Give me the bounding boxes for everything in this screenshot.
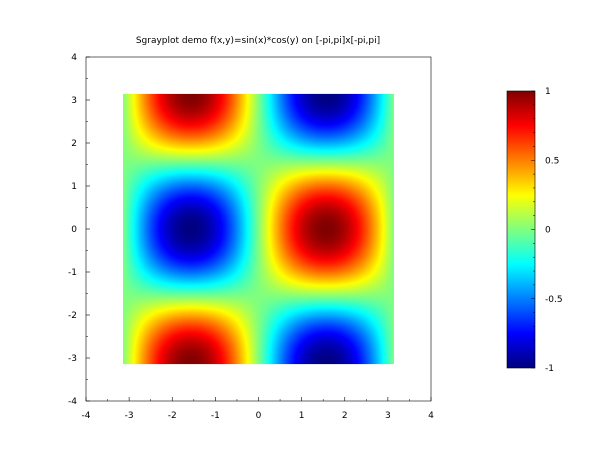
plot-area: -4 -3 -2 -1 0 1 2 3 4 -4 -3 -2 -1 0 1 2 3 4 [68,53,434,421]
x-tick-label: 3 [385,411,391,421]
colorbar: -1 -0.5 0 0.5 1 [506,87,563,374]
colorbar-tick-label: 0 [545,226,551,236]
y-tick-label: -1 [68,268,77,278]
y-axis: -4 -3 -2 -1 0 1 2 3 4 [68,53,90,407]
y-tick-label: 4 [71,53,77,63]
x-tick-label: -1 [211,411,220,421]
y-tick-label: 1 [71,182,77,192]
y-tick-label: 2 [71,139,77,149]
y-tick-label: 3 [71,96,77,106]
y-tick-label: -4 [68,397,77,407]
x-tick-label: 1 [299,411,305,421]
x-tick-label: 4 [428,411,434,421]
x-axis: -4 -3 -2 -1 0 1 2 3 4 [82,397,434,421]
heatmap-surface [123,93,394,365]
x-tick-label: 2 [342,411,348,421]
y-tick-label: 0 [71,225,77,235]
colorbar-tick-label: 0.5 [545,156,559,166]
y-tick-label: -2 [68,311,77,321]
colorbar-tick-label: -0.5 [545,295,563,305]
chart-title: Sgrayplot demo f(x,y)=sin(x)*cos(y) on [… [136,36,380,46]
colorbar-tick-label: -1 [545,364,554,374]
y-tick-label: -3 [68,354,77,364]
colorbar-gradient [507,91,535,368]
colorbar-tick-label: 1 [545,87,551,97]
x-tick-label: 0 [256,411,262,421]
colorbar-axis: -1 -0.5 0 0.5 1 [531,87,563,374]
x-tick-label: -3 [125,411,134,421]
x-tick-label: -2 [168,411,177,421]
x-tick-label: -4 [82,411,91,421]
